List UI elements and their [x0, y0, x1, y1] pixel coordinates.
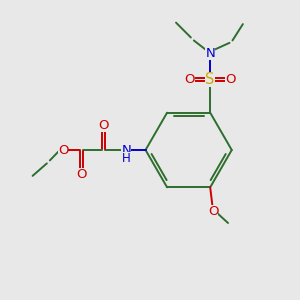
- Text: O: O: [185, 74, 195, 86]
- Text: N: N: [205, 47, 215, 60]
- Text: N: N: [121, 143, 131, 157]
- Text: O: O: [225, 74, 236, 86]
- Text: O: O: [76, 168, 87, 181]
- Text: O: O: [208, 205, 218, 218]
- Text: H: H: [122, 152, 130, 165]
- Text: S: S: [206, 73, 215, 88]
- Text: O: O: [99, 119, 109, 132]
- Text: O: O: [58, 143, 68, 157]
